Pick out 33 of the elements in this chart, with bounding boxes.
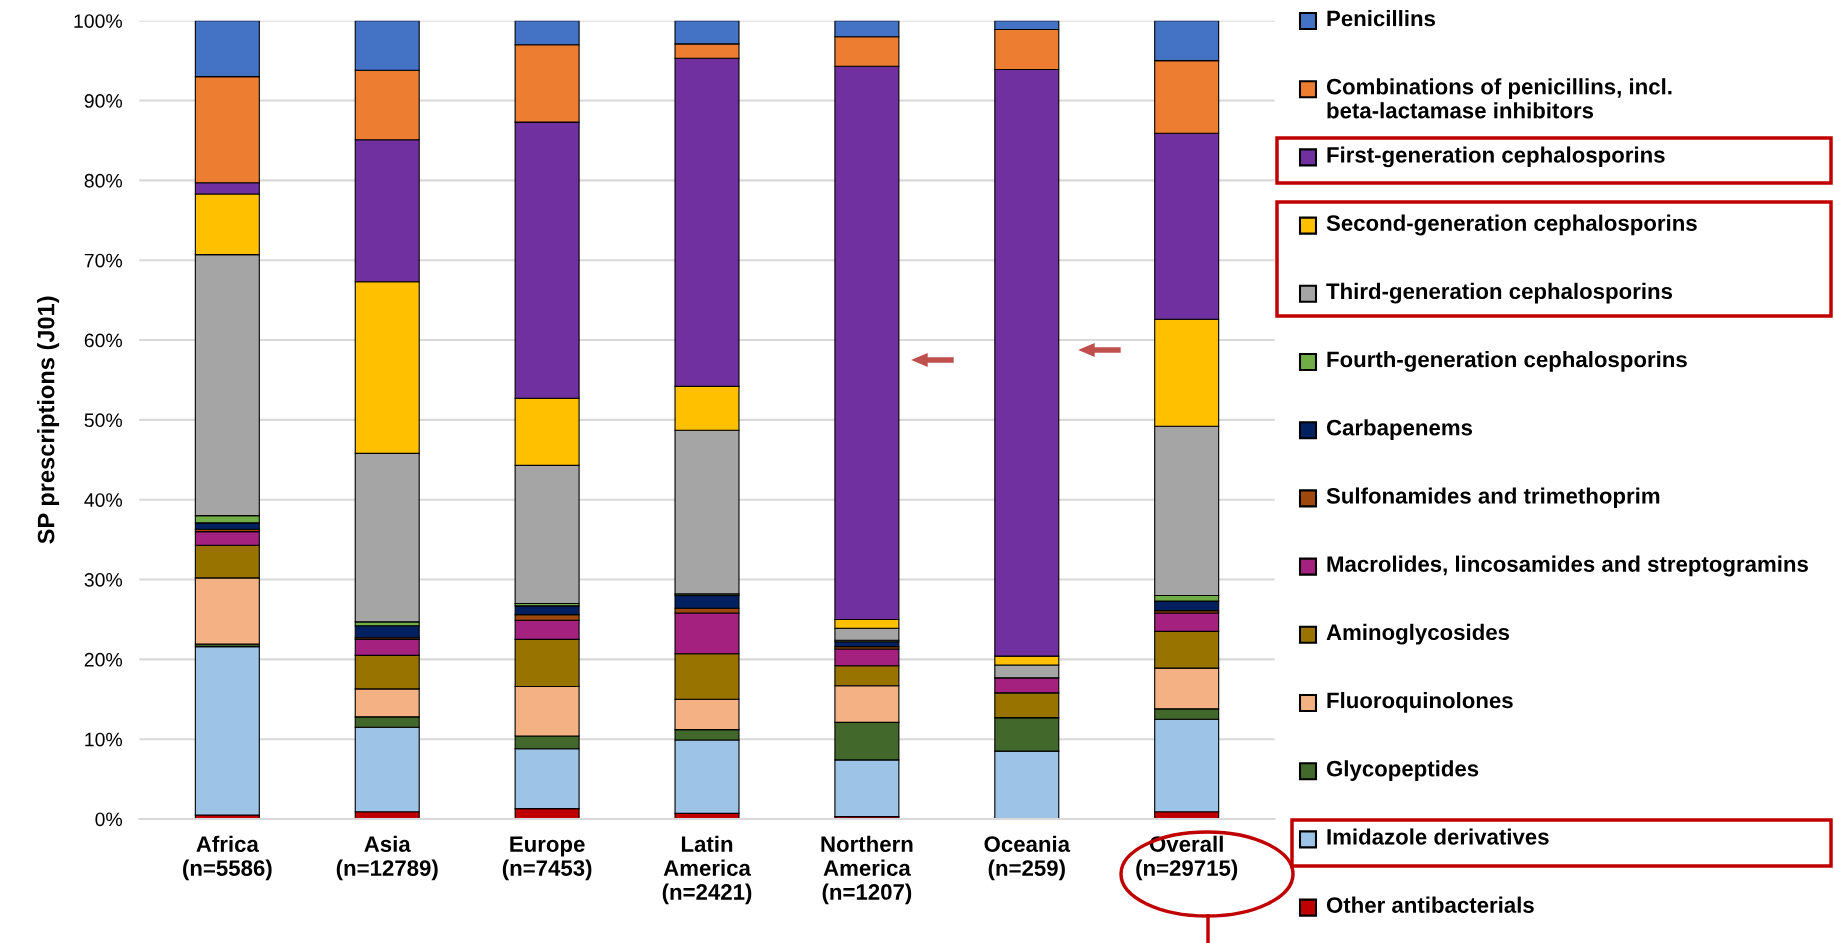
x-tick-label: Europe (n=7453) <box>502 836 592 881</box>
x-tick-label: Oceania (n=259) <box>984 835 1071 881</box>
x-tick-label: Latin America (n=2421) <box>662 835 752 905</box>
y-tick-label: 60% <box>84 333 123 348</box>
legend-label: Third-generation cephalosporins <box>1326 282 1673 304</box>
y-tick-label: 80% <box>84 173 123 188</box>
x-tick-label: Overall (n=29715) <box>1136 835 1238 881</box>
legend-label: First-generation cephalosporins <box>1327 146 1665 168</box>
legend-label: Sulfonamides and trimethoprim <box>1326 487 1660 509</box>
y-tick-label: 100% <box>74 14 123 28</box>
legend-label: Aminoglycosides <box>1326 623 1510 645</box>
legend-label: Fourth-generation cephalosporins <box>1327 351 1687 372</box>
x-tick-label: Asia (n=12789) <box>336 835 438 881</box>
legend-label: Fluoroquinolones <box>1327 692 1513 713</box>
y-tick-label: 20% <box>84 652 123 667</box>
y-tick-label: 90% <box>84 94 123 108</box>
y-tick-label: 10% <box>85 732 123 747</box>
legend-label: Combinations of penicillins, incl. beta-lactamase inhibitors <box>1326 78 1672 119</box>
legend-label: Imidazole derivatives <box>1327 828 1549 845</box>
legend-label: Other antibacterials <box>1326 896 1534 913</box>
y-axis-title: SP prescriptions (J01) <box>37 296 60 544</box>
y-tick-label: 0% <box>95 812 123 827</box>
legend-label: Second-generation cephalosporins <box>1326 214 1697 236</box>
legend-label: Glycopeptides <box>1326 760 1479 781</box>
legend-label: Carbapenems <box>1326 419 1473 440</box>
y-tick-label: 70% <box>84 253 123 268</box>
x-tick-label: Northern America (n=1207) <box>821 835 913 905</box>
y-tick-label: 30% <box>84 572 123 587</box>
y-tick-label: 50% <box>84 413 123 428</box>
x-tick-label: Africa (n=5586) <box>183 835 272 881</box>
legend-label: Macrolides, lincosamides and streptogramins <box>1327 555 1808 577</box>
y-tick-label: 40% <box>84 493 123 507</box>
legend-label: Penicillins <box>1327 10 1436 27</box>
